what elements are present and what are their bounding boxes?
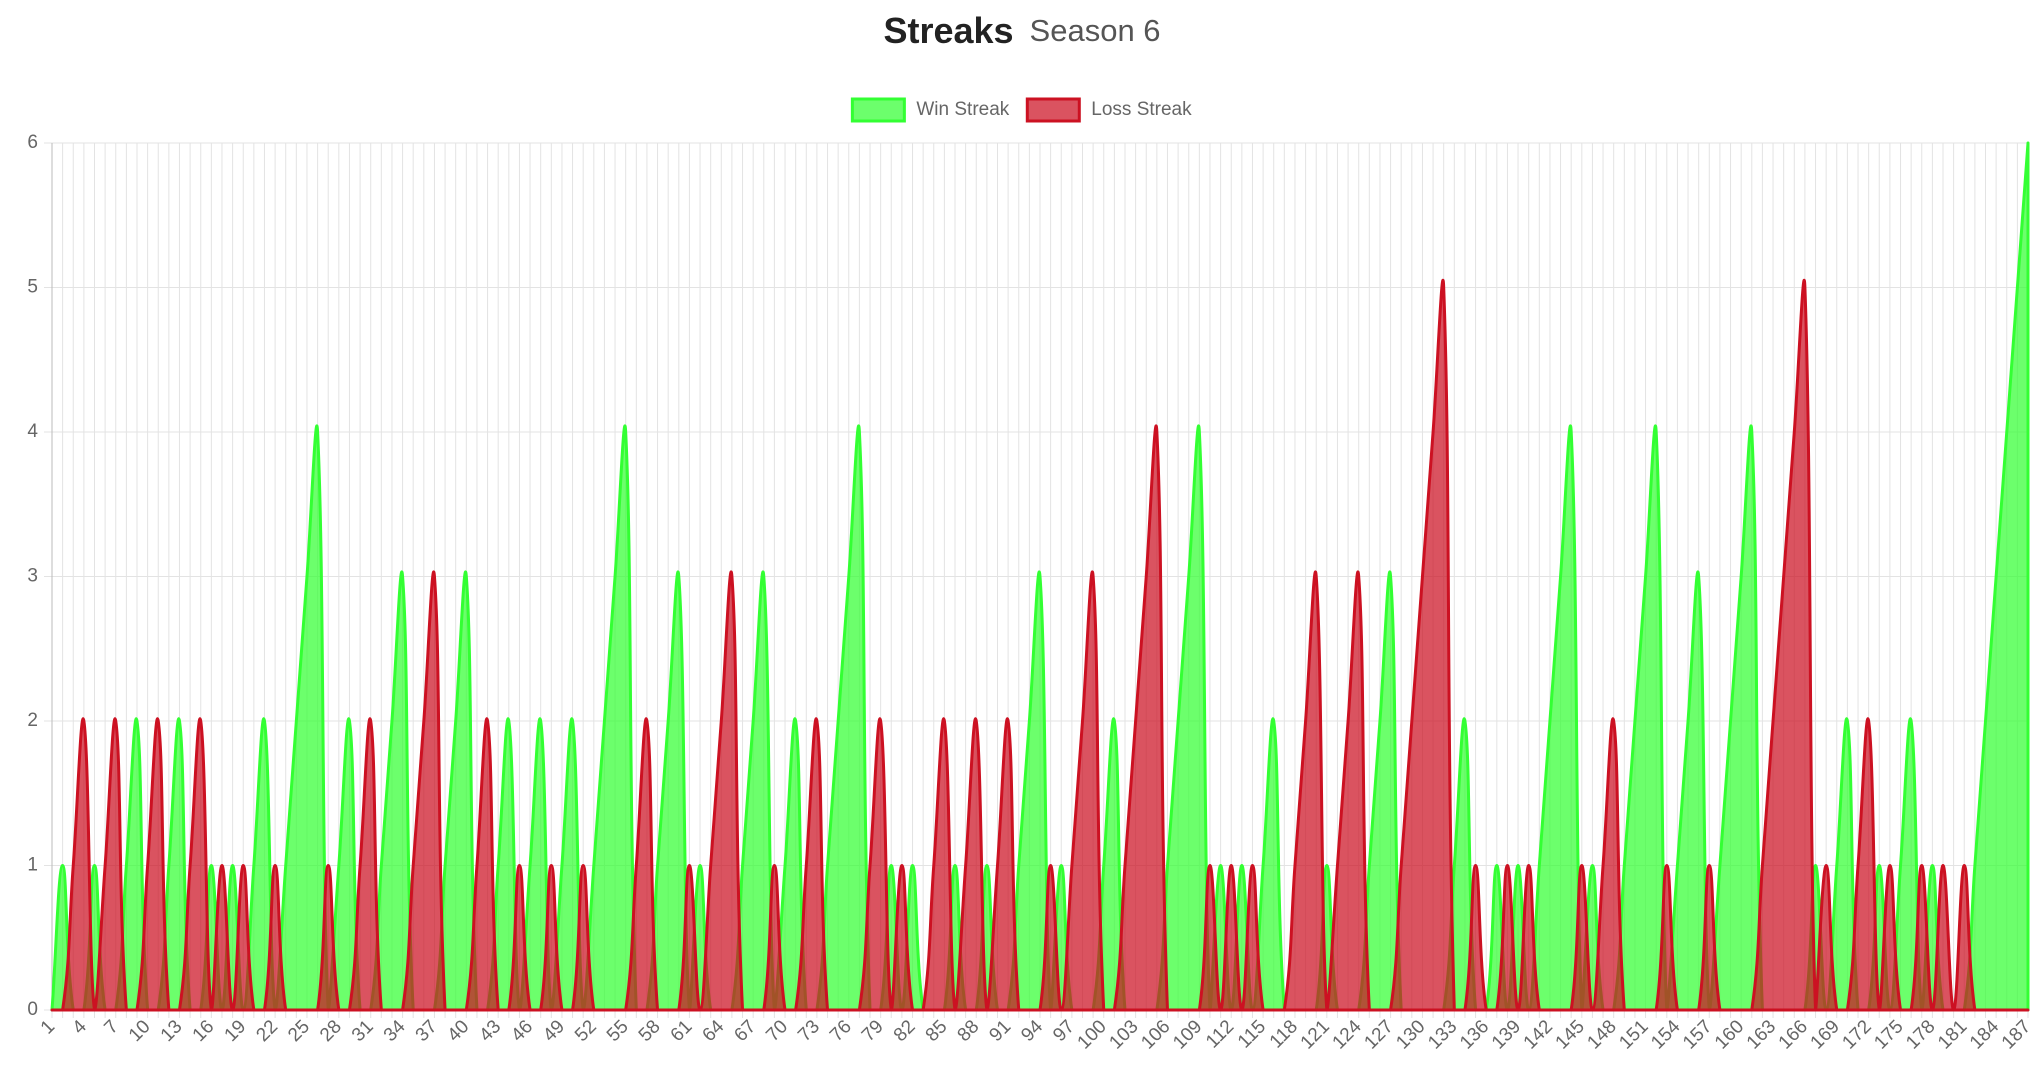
x-tick-label: 142 (1520, 1016, 1557, 1053)
x-tick-label: 13 (157, 1016, 187, 1046)
x-tick-label: 37 (412, 1016, 442, 1046)
x-tick-label: 175 (1870, 1016, 1907, 1053)
x-tick-label: 130 (1392, 1016, 1429, 1053)
y-tick-label: 5 (27, 277, 38, 298)
x-tick-label: 79 (858, 1016, 888, 1046)
chart-heading: Streaks Season 6 (883, 10, 1160, 51)
legend-swatch (850, 97, 906, 123)
x-tick-label: 154 (1647, 1016, 1685, 1054)
legend-swatch (1025, 97, 1081, 123)
x-tick-label: 145 (1552, 1016, 1589, 1053)
x-tick-label: 28 (316, 1016, 346, 1046)
y-tick-label: 0 (27, 999, 38, 1020)
x-tick-label: 97 (1049, 1016, 1079, 1046)
x-tick-label: 124 (1329, 1016, 1367, 1054)
x-tick-label: 40 (444, 1016, 474, 1046)
y-tick-label: 3 (27, 566, 38, 587)
series-area (50, 141, 2030, 1012)
x-tick-label: 7 (100, 1016, 122, 1038)
x-tick-label: 166 (1775, 1016, 1812, 1053)
chart-subtitle: Season 6 (1030, 13, 1161, 48)
x-tick-label: 163 (1743, 1016, 1780, 1053)
x-tick-label: 115 (1234, 1016, 1270, 1052)
x-tick-label: 19 (221, 1016, 251, 1046)
x-tick-label: 49 (539, 1016, 569, 1046)
x-tick-label: 10 (125, 1016, 155, 1046)
x-tick-label: 106 (1137, 1016, 1174, 1053)
x-tick-label: 148 (1583, 1016, 1620, 1053)
x-tick-label: 22 (252, 1016, 282, 1046)
x-tick-label: 127 (1360, 1016, 1397, 1053)
legend: Win Streak Loss Streak (850, 97, 1192, 123)
x-tick-label: 4 (69, 1016, 92, 1039)
y-tick-label: 2 (27, 710, 38, 731)
x-tick-label: 121 (1297, 1016, 1334, 1053)
x-tick-label: 16 (189, 1016, 219, 1046)
x-tick-label: 85 (922, 1016, 952, 1046)
y-tick-label: 6 (27, 132, 38, 153)
legend-item: Loss Streak (1025, 97, 1192, 123)
x-tick-label: 103 (1105, 1016, 1142, 1053)
x-tick-label: 151 (1615, 1016, 1652, 1053)
x-tick-label: 94 (1017, 1016, 1047, 1046)
x-tick-label: 58 (635, 1016, 665, 1046)
x-tick-label: 169 (1807, 1016, 1844, 1053)
x-tick-label: 184 (1966, 1016, 2004, 1054)
x-tick-label: 70 (762, 1016, 792, 1046)
x-tick-label: 73 (794, 1016, 824, 1046)
y-tick-label: 1 (27, 855, 38, 876)
legend-label: Loss Streak (1091, 99, 1192, 120)
x-tick-label: 52 (571, 1016, 601, 1046)
series-area (50, 278, 2030, 1012)
x-tick-label: 88 (954, 1016, 984, 1046)
x-tick-label: 160 (1711, 1016, 1748, 1053)
x-tick-label: 34 (380, 1016, 410, 1046)
x-tick-label: 43 (475, 1016, 505, 1046)
x-tick-label: 91 (985, 1016, 1015, 1046)
x-tick-label: 55 (603, 1016, 633, 1046)
x-tick-label: 64 (699, 1016, 729, 1046)
x-tick-label: 133 (1424, 1016, 1461, 1053)
x-tick-label: 181 (1934, 1016, 1971, 1053)
x-tick-label: 100 (1074, 1016, 1111, 1053)
x-tick-label: 109 (1169, 1016, 1206, 1053)
x-tick-label: 76 (826, 1016, 856, 1046)
x-tick-label: 46 (507, 1016, 537, 1046)
x-tick-label: 31 (348, 1016, 378, 1046)
y-tick-label: 4 (27, 421, 38, 442)
x-tick-label: 82 (890, 1016, 920, 1046)
legend-label: Win Streak (916, 99, 1009, 120)
x-tick-label: 25 (284, 1016, 314, 1046)
x-tick-label: 187 (1998, 1016, 2035, 1053)
x-tick-label: 1 (37, 1016, 59, 1038)
x-tick-label: 139 (1488, 1016, 1525, 1053)
x-tick-label: 157 (1679, 1016, 1716, 1053)
x-tick-label: 118 (1266, 1016, 1302, 1052)
x-tick-label: 172 (1838, 1016, 1875, 1053)
x-tick-label: 112 (1202, 1016, 1238, 1052)
x-tick-label: 61 (667, 1016, 697, 1046)
x-tick-label: 67 (730, 1016, 760, 1046)
legend-item: Win Streak (850, 97, 1010, 123)
x-tick-label: 136 (1456, 1016, 1493, 1053)
chart-title: Streaks (883, 10, 1013, 51)
x-tick-label: 178 (1902, 1016, 1939, 1053)
